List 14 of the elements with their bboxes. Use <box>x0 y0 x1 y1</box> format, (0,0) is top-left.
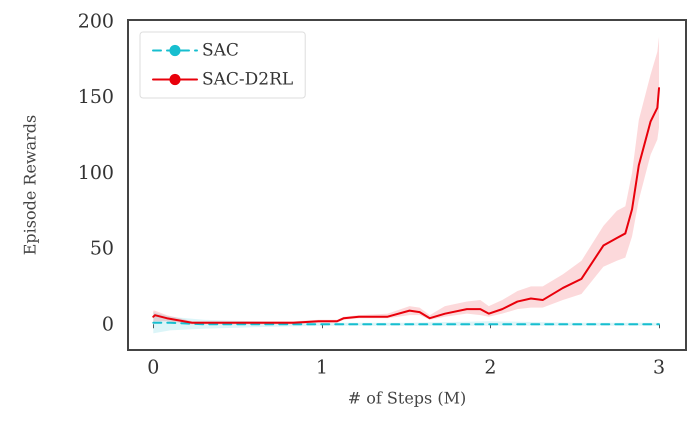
y-tick-label: 50 <box>90 238 114 260</box>
x-tick-label: 2 <box>484 356 496 378</box>
legend-label: SAC <box>202 40 239 60</box>
y-tick-label: 0 <box>102 313 114 336</box>
x-tick-label: 0 <box>147 356 160 378</box>
line-series <box>152 87 660 324</box>
x-tick-label: 1 <box>316 356 328 378</box>
x-axis-title: # of Steps (M) <box>348 388 466 408</box>
x-tick-label: 3 <box>652 356 666 378</box>
legend-label: SAC-D2RL <box>202 70 294 90</box>
y-tick-label: 200 <box>78 10 114 33</box>
y-tick-label: 150 <box>78 86 114 108</box>
y-axis-title: Episode Rewards <box>20 114 40 256</box>
y-tick-label: 100 <box>78 162 114 184</box>
